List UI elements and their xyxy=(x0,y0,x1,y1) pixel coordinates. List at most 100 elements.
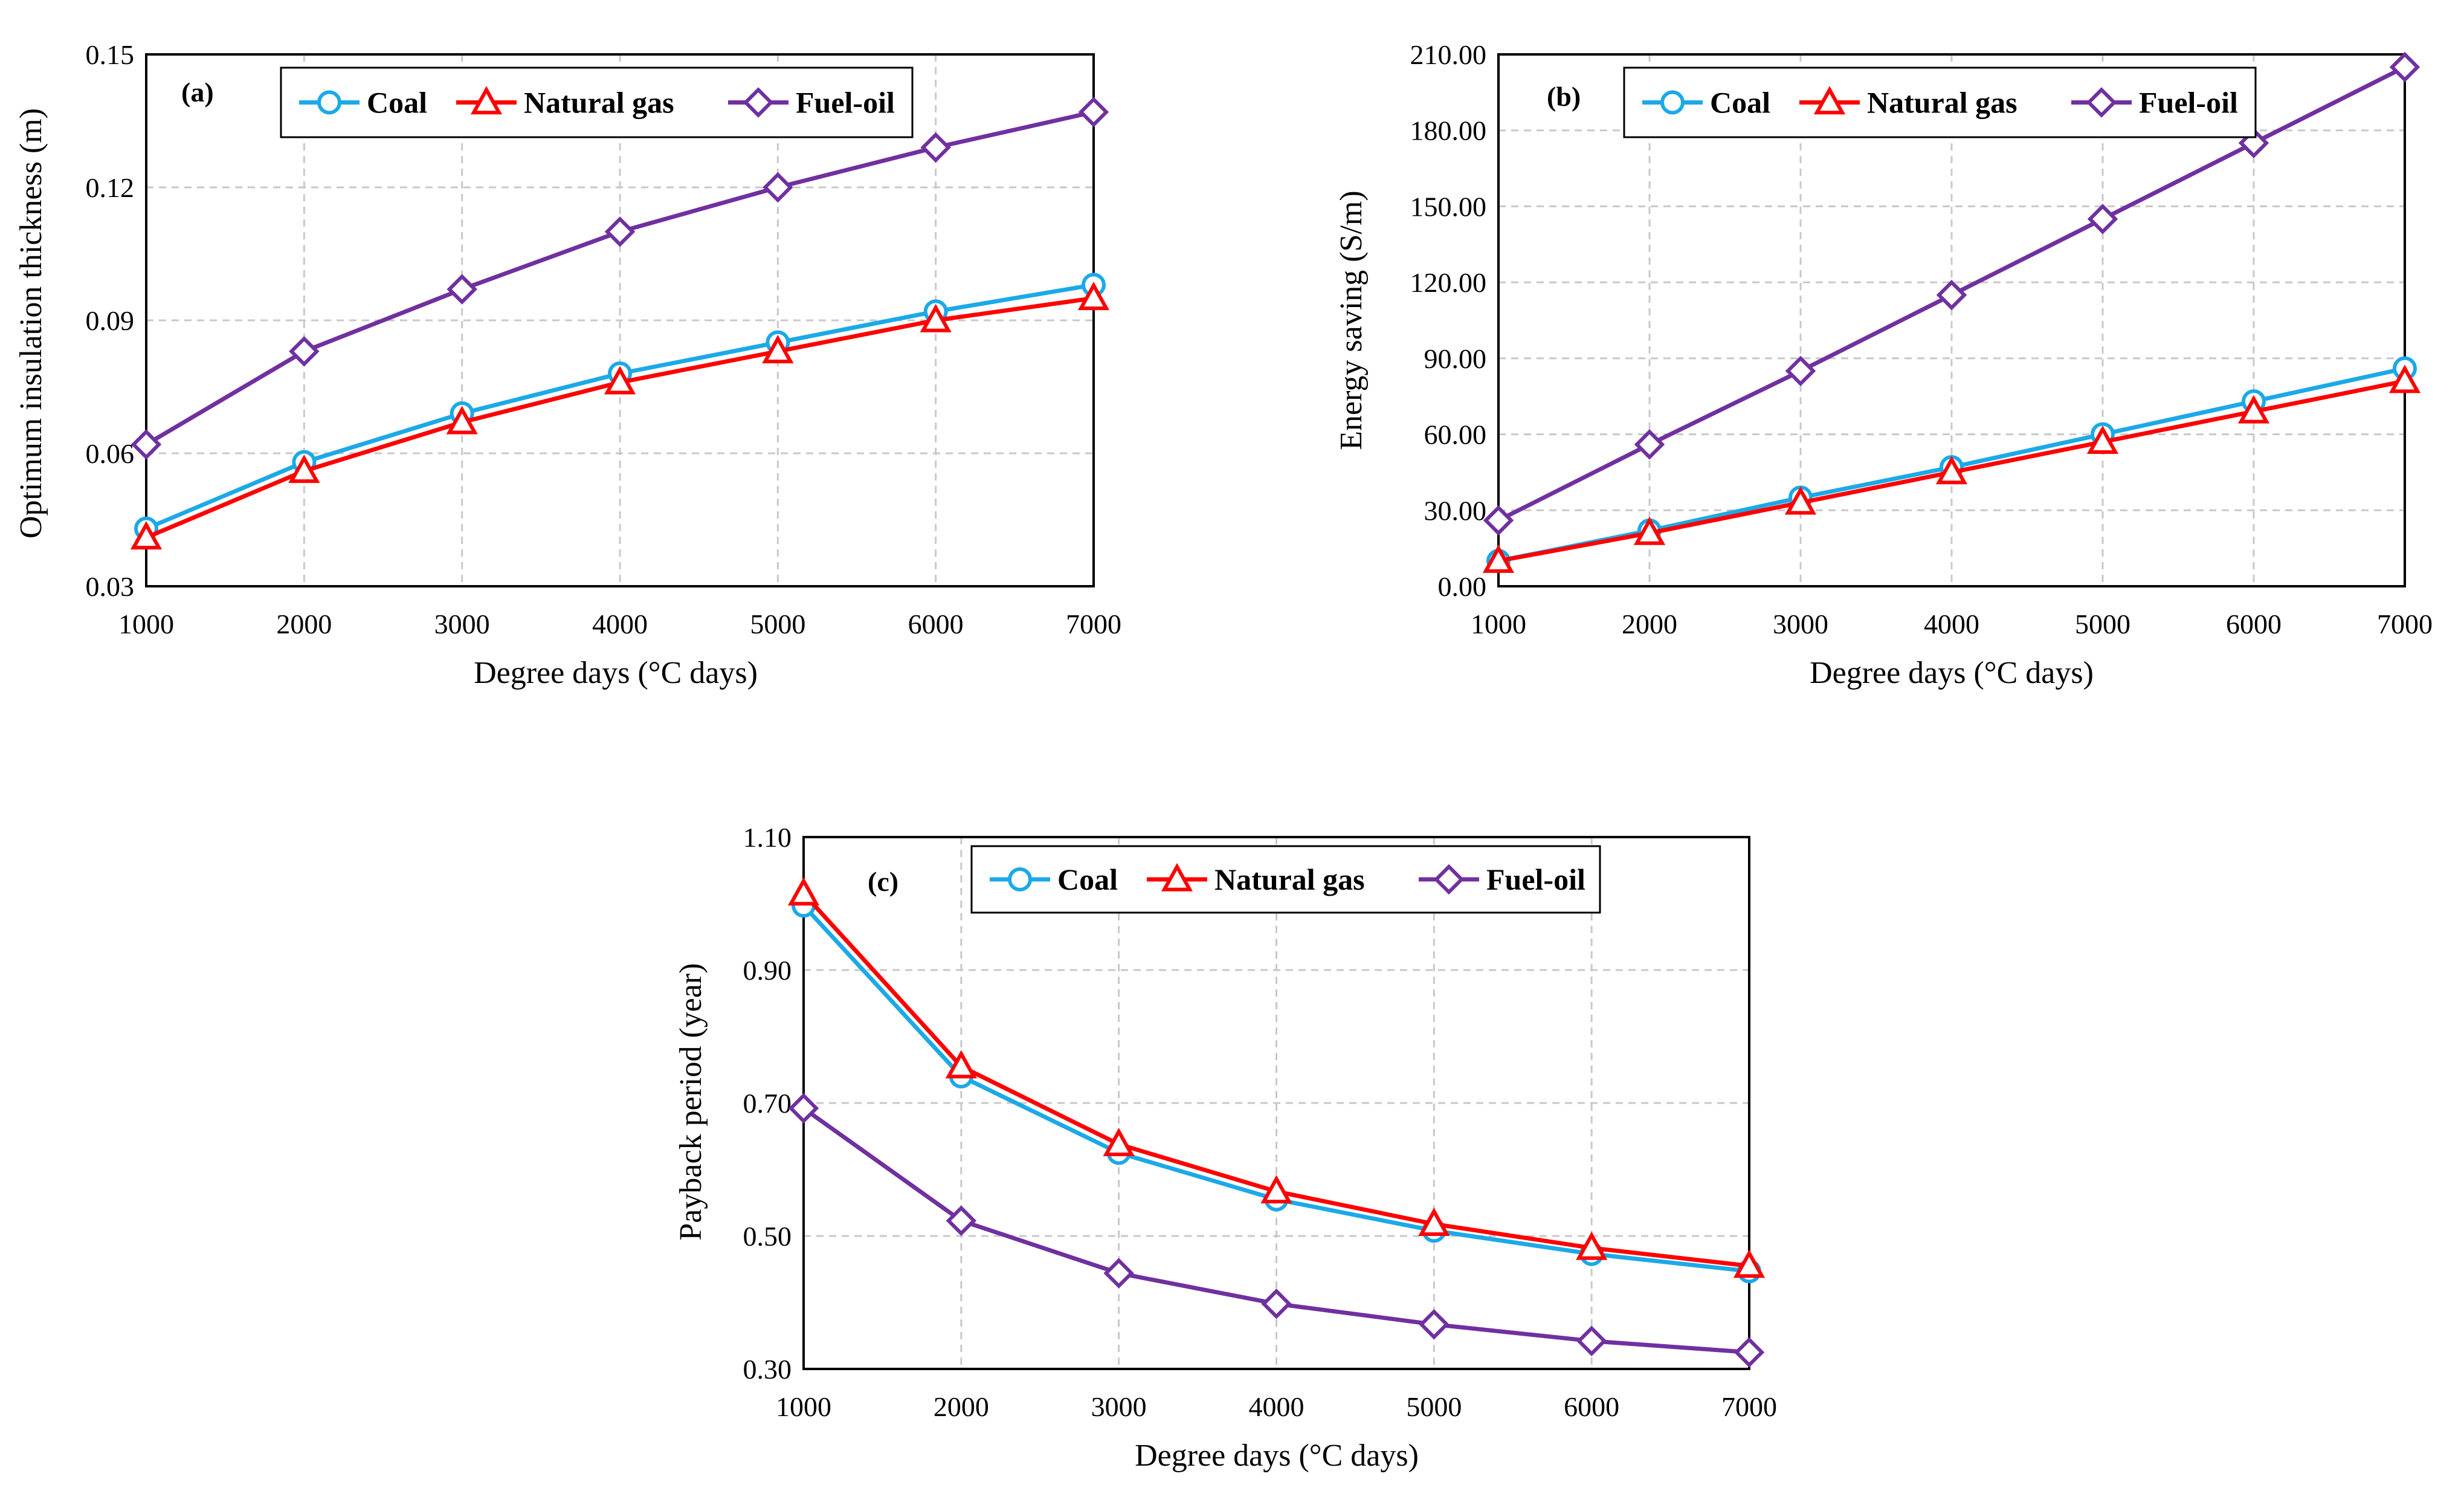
data-point-natural-gas-c xyxy=(945,1050,977,1079)
data-point-natural-gas-a xyxy=(762,335,794,364)
x-tick-label-a: 5000 xyxy=(750,609,805,639)
data-point-natural-gas-b xyxy=(2237,395,2270,424)
x-tick-label-b: 2000 xyxy=(1622,609,1677,639)
x-tick-label-c: 7000 xyxy=(1721,1391,1777,1422)
legend-label-fuel-oil-c: Fuel-oil xyxy=(1486,862,1585,896)
chart-b: 1000 2000 3000 4000 5000 6000 7000 0.00 30.00 60.… xyxy=(1334,39,2433,690)
y-axis-label-b: Energy saving (S/m) xyxy=(1334,190,1369,450)
plot-area-a: 1000 2000 3000 4000 5000 6000 7000 0.03 0.06 0.09… xyxy=(86,39,1122,639)
data-point-fuel-oil-b xyxy=(2389,51,2420,83)
legend-marker-natural-gas-a xyxy=(470,86,503,115)
data-point-fuel-oil-a xyxy=(131,429,162,460)
y-axis-label-c: Payback period (year) xyxy=(674,963,708,1240)
y-tick-label-b: 120.00 xyxy=(1410,267,1487,298)
x-tick-label-b: 7000 xyxy=(2377,609,2433,639)
data-point-natural-gas-c xyxy=(1418,1208,1450,1236)
data-point-fuel-oil-c xyxy=(1103,1258,1134,1289)
chart-c: 1000 2000 3000 4000 5000 6000 7000 0.30 0.50 0.70… xyxy=(674,822,1777,1473)
x-tick-label-a: 7000 xyxy=(1066,609,1121,639)
plot-frame-b xyxy=(1497,53,2406,587)
data-point-fuel-oil-c xyxy=(1261,1288,1292,1319)
data-point-fuel-oil-a xyxy=(447,274,477,305)
data-point-fuel-oil-a xyxy=(1078,97,1109,128)
legend-marker-fuel-oil-a xyxy=(743,87,774,118)
legend-marker-coal-a xyxy=(317,90,341,115)
x-axis-label-b: Degree days (°C days) xyxy=(1810,656,2094,690)
data-point-fuel-oil-b xyxy=(1483,505,1514,536)
y-tick-label-a: 0.03 xyxy=(86,571,135,602)
x-tick-label-c: 4000 xyxy=(1249,1391,1305,1422)
legend-label-coal-c: Coal xyxy=(1057,862,1118,896)
x-tick-label-b: 6000 xyxy=(2226,609,2282,639)
y-tick-label-c: 0.50 xyxy=(743,1221,792,1252)
x-tick-label-c: 2000 xyxy=(934,1391,989,1422)
legend-marker-natural-gas-c xyxy=(1161,862,1193,891)
data-point-natural-gas-c xyxy=(787,877,820,906)
data-point-natural-gas-a xyxy=(604,366,636,395)
y-tick-label-b: 90.00 xyxy=(1424,343,1487,374)
y-tick-label-b: 210.00 xyxy=(1410,39,1487,70)
data-point-natural-gas-c xyxy=(1576,1231,1608,1260)
data-point-natural-gas-b xyxy=(1633,516,1666,545)
legend-marker-coal-b xyxy=(1660,90,1685,115)
data-point-natural-gas-a xyxy=(130,521,163,550)
chart-a: 1000 2000 3000 4000 5000 6000 7000 0.03 0.06 0.09… xyxy=(14,39,1121,690)
x-tick-label-a: 6000 xyxy=(908,609,964,639)
data-point-natural-gas-b xyxy=(1935,456,1968,485)
data-point-fuel-oil-c xyxy=(946,1205,977,1236)
legend-box-c xyxy=(970,845,1601,914)
x-tick-label-c: 3000 xyxy=(1091,1391,1147,1422)
plot-frame-a xyxy=(145,53,1095,587)
y-tick-label-a: 0.06 xyxy=(86,438,135,469)
legend-marker-fuel-oil-c xyxy=(1433,864,1465,895)
legend-box-a xyxy=(280,66,914,138)
legend-marker-natural-gas-b xyxy=(1813,86,1846,115)
legend-label-fuel-oil-b: Fuel-oil xyxy=(2139,86,2238,120)
y-tick-label-b: 60.00 xyxy=(1424,419,1487,450)
data-point-natural-gas-a xyxy=(920,303,952,332)
data-point-fuel-oil-a xyxy=(604,216,636,247)
x-tick-label-c: 1000 xyxy=(776,1391,831,1422)
legend-label-fuel-oil-a: Fuel-oil xyxy=(796,86,895,120)
x-tick-label-c: 5000 xyxy=(1406,1391,1462,1422)
x-tick-label-a: 3000 xyxy=(434,609,490,639)
data-point-fuel-oil-b xyxy=(1936,279,1967,311)
data-point-natural-gas-b xyxy=(2086,425,2119,454)
y-tick-label-b: 150.00 xyxy=(1410,191,1487,222)
y-tick-label-b: 0.00 xyxy=(1438,571,1487,602)
data-point-natural-gas-a xyxy=(1077,282,1110,311)
data-point-natural-gas-c xyxy=(1733,1249,1766,1278)
legend-marker-coal-c xyxy=(1008,867,1032,891)
y-tick-label-a: 0.15 xyxy=(86,39,135,70)
legend-marker-fuel-oil-b xyxy=(2086,87,2117,118)
x-tick-label-b: 5000 xyxy=(2075,609,2130,639)
x-axis-label-a: Degree days (°C days) xyxy=(474,656,758,690)
data-point-natural-gas-a xyxy=(446,406,478,435)
data-point-natural-gas-b xyxy=(1482,544,1515,573)
data-point-fuel-oil-c xyxy=(1576,1325,1607,1357)
data-point-natural-gas-c xyxy=(1103,1128,1135,1156)
data-point-fuel-oil-c xyxy=(788,1093,819,1124)
y-tick-label-a: 0.12 xyxy=(86,172,135,203)
data-point-natural-gas-a xyxy=(288,454,320,484)
x-tick-label-a: 4000 xyxy=(592,609,648,639)
x-tick-label-b: 3000 xyxy=(1773,609,1828,639)
y-tick-label-b: 180.00 xyxy=(1410,115,1487,146)
data-point-natural-gas-c xyxy=(1260,1175,1292,1204)
legend-box-b xyxy=(1623,66,2257,138)
y-tick-label-b: 30.00 xyxy=(1424,495,1487,526)
x-tick-label-b: 4000 xyxy=(1924,609,1979,639)
panel-label-a: (a) xyxy=(181,77,214,108)
x-tick-label-c: 6000 xyxy=(1564,1391,1619,1422)
y-axis-label-a: Optimum insulation thickness (m) xyxy=(14,108,48,539)
y-tick-label-a: 0.09 xyxy=(86,305,135,336)
x-axis-label-c: Degree days (°C days) xyxy=(1135,1438,1419,1473)
plot-area-c: 1000 2000 3000 4000 5000 6000 7000 0.30 0.50 0.70… xyxy=(743,822,1778,1422)
y-tick-label-c: 0.70 xyxy=(743,1088,792,1119)
data-point-fuel-oil-a xyxy=(763,172,793,203)
plot-area-b: 1000 2000 3000 4000 5000 6000 7000 0.00 30.00 60.… xyxy=(1410,39,2433,639)
y-tick-label-c: 0.90 xyxy=(743,955,792,986)
data-point-fuel-oil-b xyxy=(1785,355,1816,387)
data-point-fuel-oil-c xyxy=(1734,1337,1765,1368)
